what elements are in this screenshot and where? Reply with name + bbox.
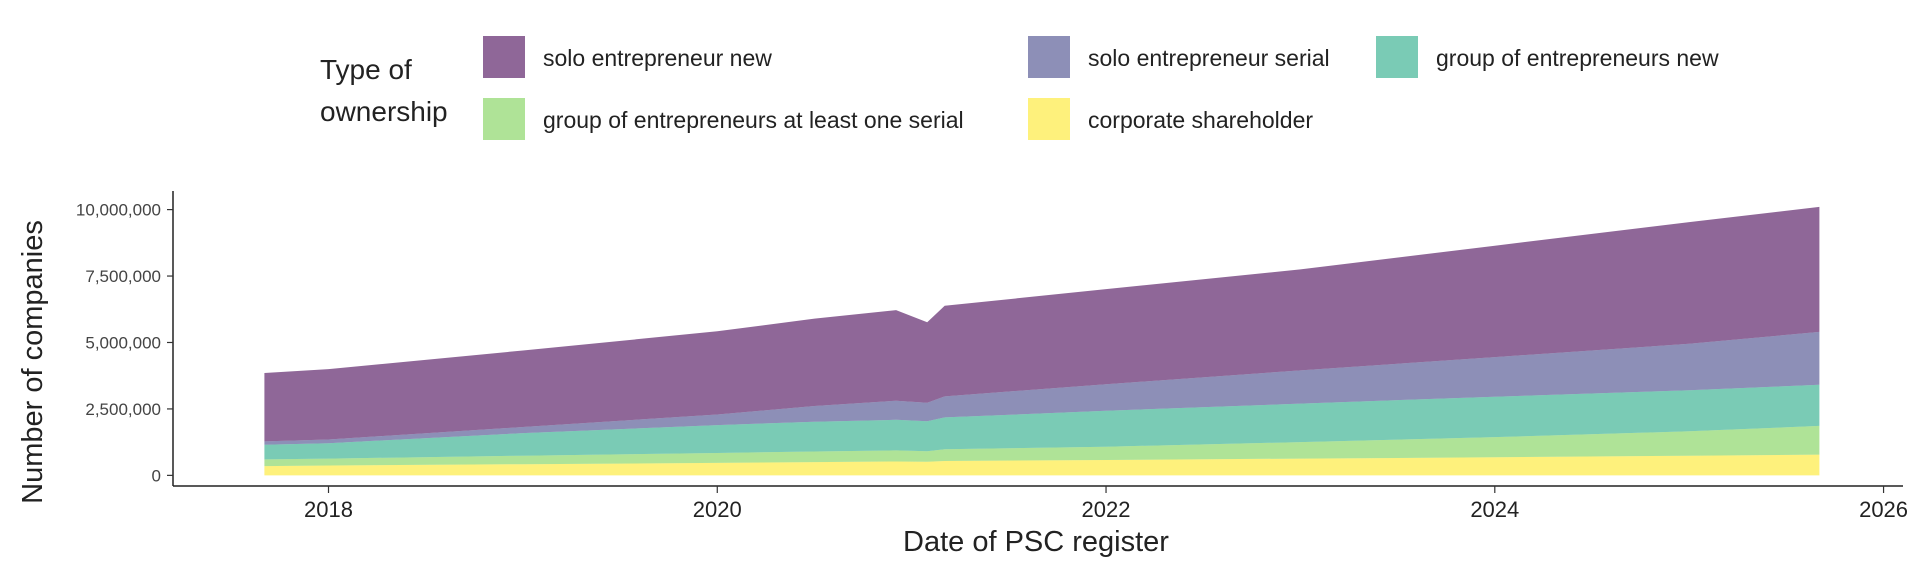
area-solo-entrepreneur-new	[264, 206, 1820, 442]
x-ticks: 2018 2020 2022 2024 2026	[304, 486, 1908, 522]
x-tick-label: 2018	[304, 497, 353, 522]
legend: Type of ownership solo entrepreneur new s…	[320, 36, 1719, 140]
y-tick-label: 10,000,000	[76, 201, 161, 220]
x-axis-title: Date of PSC register	[903, 526, 1169, 558]
legend-swatch-solo-entrepreneur-serial	[1028, 36, 1070, 78]
plot-areas	[264, 206, 1820, 476]
legend-title-line-2: ownership	[320, 96, 448, 127]
legend-label-solo-entrepreneur-new: solo entrepreneur new	[543, 45, 772, 71]
area-group-of-entrepreneurs-at-least-one-serial	[264, 425, 1820, 467]
y-ticks: 0 2,500,000 5,000,000 7,500,000 10,000,000	[76, 201, 173, 485]
area-group-of-entrepreneurs-new	[264, 384, 1820, 460]
y-tick-label: 5,000,000	[85, 333, 161, 352]
area-corporate-shareholder	[264, 454, 1820, 476]
area-solo-entrepreneur-serial	[264, 331, 1820, 445]
legend-label-group-of-entrepreneurs-at-least-one-serial: group of entrepreneurs at least one seri…	[543, 107, 964, 133]
y-axis-title: Number of companies	[17, 220, 49, 504]
x-tick-label: 2024	[1470, 497, 1519, 522]
x-tick-label: 2026	[1859, 497, 1908, 522]
legend-swatch-group-of-entrepreneurs-at-least-one-serial	[483, 98, 525, 140]
legend-label-solo-entrepreneur-serial: solo entrepreneur serial	[1088, 45, 1330, 71]
legend-swatch-solo-entrepreneur-new	[483, 36, 525, 78]
y-tick-label: 2,500,000	[85, 400, 161, 419]
y-tick-label: 7,500,000	[85, 267, 161, 286]
legend-label-corporate-shareholder: corporate shareholder	[1088, 107, 1313, 133]
legend-title-line-1: Type of	[320, 54, 412, 85]
legend-swatch-corporate-shareholder	[1028, 98, 1070, 140]
legend-swatch-group-of-entrepreneurs-new	[1376, 36, 1418, 78]
legend-label-group-of-entrepreneurs-new: group of entrepreneurs new	[1436, 45, 1719, 71]
y-tick-label: 0	[152, 466, 161, 485]
x-tick-label: 2022	[1082, 497, 1131, 522]
x-tick-label: 2020	[693, 497, 742, 522]
